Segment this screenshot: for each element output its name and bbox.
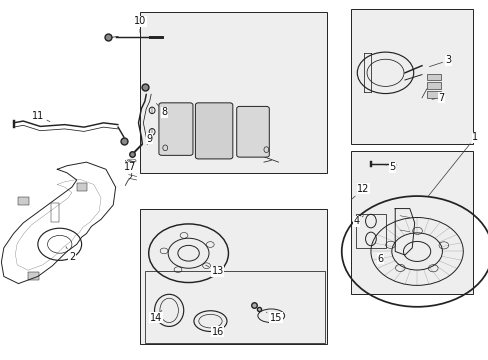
Text: 16: 16 [211, 327, 224, 337]
FancyBboxPatch shape [159, 103, 193, 156]
Text: 7: 7 [431, 93, 444, 103]
Text: 3: 3 [428, 55, 451, 67]
Text: 6: 6 [377, 253, 383, 264]
Text: 5: 5 [385, 162, 395, 172]
Bar [140, 12, 326, 173]
Bar [351, 152, 472, 294]
Text: 12: 12 [350, 184, 369, 200]
Bar [77, 183, 87, 191]
Bar [51, 203, 59, 222]
Bar [356, 214, 385, 248]
Text: 14: 14 [150, 310, 162, 323]
Bar [19, 197, 29, 205]
Bar [140, 208, 326, 344]
Bar [351, 9, 472, 144]
Text: 15: 15 [266, 312, 282, 323]
Bar [144, 271, 324, 342]
Text: 13: 13 [205, 265, 224, 276]
Text: 10: 10 [134, 16, 146, 32]
Text: 4: 4 [352, 216, 363, 226]
Text: 8: 8 [156, 103, 167, 117]
FancyBboxPatch shape [195, 103, 232, 159]
Text: 2: 2 [66, 247, 75, 262]
Bar [28, 272, 39, 280]
Text: 1: 1 [427, 132, 478, 196]
FancyBboxPatch shape [236, 107, 269, 157]
Bar [426, 91, 441, 98]
Text: 11: 11 [32, 111, 50, 122]
Bar [426, 82, 441, 89]
Text: 9: 9 [146, 134, 154, 144]
Text: 17: 17 [124, 160, 136, 172]
Bar [426, 73, 441, 80]
